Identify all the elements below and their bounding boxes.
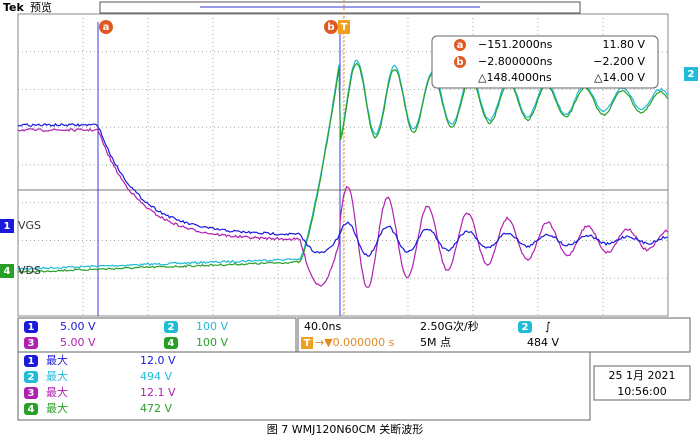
timebase-panel <box>297 317 691 353</box>
ch1-waveform <box>17 122 668 257</box>
meas-badge <box>24 355 38 367</box>
meas-badge <box>24 371 38 383</box>
time-scale: 40.0ns <box>304 320 341 333</box>
brand: Tek <box>3 1 25 14</box>
readout-a-label: a <box>457 40 464 51</box>
ch3-badge <box>24 337 38 349</box>
trigger-source-badge <box>518 321 532 333</box>
cursor-b-label: b <box>327 22 334 33</box>
measurements: 1 最大 12.0 V 2 最大 494 V 3 最大 12.1 V 4 最大 472 V <box>24 353 176 415</box>
ch1-number: 1 <box>28 322 35 333</box>
meas-name: 最大 <box>46 353 68 367</box>
cursor-a-icon <box>99 20 113 34</box>
ch4-marker-number: 4 <box>4 266 11 277</box>
ch4-number: 4 <box>168 338 175 349</box>
ch2-badge <box>164 321 178 333</box>
ch2-marker-number: 2 <box>688 69 695 80</box>
readout-time: −151.2000ns <box>478 38 553 51</box>
ch2-scale: 100 V <box>196 320 228 333</box>
meas-value: 494 V <box>140 370 172 383</box>
meas-value: 12.1 V <box>140 386 176 399</box>
meas-value: 472 V <box>140 402 172 415</box>
ch4-scale: 100 V <box>196 336 228 349</box>
readout-delta-time: △148.4000ns <box>478 71 552 84</box>
cursor-b-icon <box>324 20 338 34</box>
trigger-source: 2 <box>522 322 529 333</box>
meas-number: 4 <box>28 404 35 415</box>
caption: 图 7 WMJ120N60CM 关断波形 <box>267 422 424 436</box>
ch1-marker-number: 1 <box>4 221 11 232</box>
ch4-badge <box>164 337 178 349</box>
cursor-readout <box>431 35 659 89</box>
ch1-badge <box>24 321 38 333</box>
ch3-number: 3 <box>28 338 35 349</box>
date: 25 1月 2021 <box>609 369 676 382</box>
meas-name: 最大 <box>46 369 68 383</box>
meas-name: 最大 <box>46 401 68 415</box>
meas-number: 3 <box>28 388 35 399</box>
ch1-marker <box>0 219 14 233</box>
datetime-panel <box>593 365 691 401</box>
readout-a-icon <box>454 39 466 51</box>
ch1-marker-label: VGS <box>18 219 41 232</box>
meas-number: 1 <box>28 356 35 367</box>
time: 10:56:00 <box>617 385 666 398</box>
mode: 预览 <box>30 0 52 14</box>
ch2-marker <box>684 67 698 81</box>
measurement-panel <box>17 351 591 421</box>
readout-volt: 11.80 V <box>602 38 645 51</box>
ch4-waveform <box>17 62 668 274</box>
trigger-level: 484 V <box>527 336 559 349</box>
ch4-marker <box>0 264 14 278</box>
sample-rate: 2.50G次/秒 <box>420 319 479 333</box>
ch3-scale: 5.00 V <box>60 336 96 349</box>
trigger-icon <box>338 20 350 34</box>
trigger-slope: ∫ <box>545 320 551 333</box>
trigger-delay: →▼0.000000 s <box>315 336 395 349</box>
ch1-scale: 5.00 V <box>60 320 96 333</box>
meas-name: 最大 <box>46 385 68 399</box>
readout-b-label: b <box>456 57 463 68</box>
ch2-number: 2 <box>168 322 175 333</box>
waveforms <box>17 59 669 288</box>
meas-badge <box>24 387 38 399</box>
trigger-pos-icon: T <box>304 338 311 349</box>
readout-delta-volt: △14.00 V <box>594 71 645 84</box>
ch3-waveform <box>17 127 668 288</box>
trigger-pos-badge <box>301 337 313 349</box>
readout-volt: −2.200 V <box>593 55 645 68</box>
trigger-label: T <box>341 22 348 33</box>
channel-panel <box>17 317 297 353</box>
meas-number: 2 <box>28 372 35 383</box>
ch4-marker-label: VDS <box>18 264 41 277</box>
readout-time: −2.800000ns <box>478 55 553 68</box>
record-length: 5M 点 <box>420 336 451 349</box>
meas-badge <box>24 403 38 415</box>
cursor-a-label: a <box>103 22 110 33</box>
readout-b-icon <box>454 56 466 68</box>
meas-value: 12.0 V <box>140 354 176 367</box>
